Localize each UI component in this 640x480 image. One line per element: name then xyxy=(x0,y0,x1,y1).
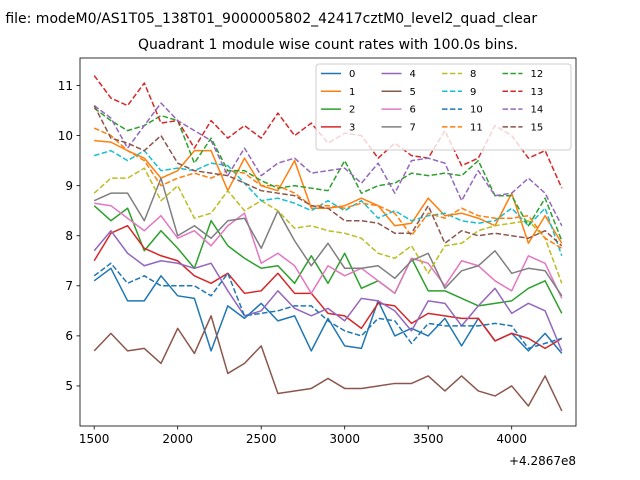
legend-label-12: 12 xyxy=(531,69,544,80)
legend-label-13: 13 xyxy=(531,87,544,98)
legend-label-14: 14 xyxy=(531,105,544,116)
series-line-11 xyxy=(93,127,563,249)
series-line-14 xyxy=(93,102,563,227)
legend-label-9: 9 xyxy=(470,87,476,98)
legend-label-3: 3 xyxy=(349,123,355,134)
legend-label-7: 7 xyxy=(410,123,416,134)
y-tick-label-11: 11 xyxy=(58,79,73,93)
series-line-6 xyxy=(94,202,563,299)
series-group xyxy=(93,75,563,412)
series-line-2 xyxy=(93,205,563,314)
x-tick-label-1500: 1500 xyxy=(79,432,110,446)
legend-label-15: 15 xyxy=(531,123,544,134)
figure-suptitle: n file: modeM0/AS1T05_138T01_9000005802_… xyxy=(0,11,537,27)
legend-label-6: 6 xyxy=(410,105,416,116)
x-offset-label: +4.2867e8 xyxy=(509,454,576,468)
legend-label-2: 2 xyxy=(349,105,355,116)
series-line-12 xyxy=(93,107,563,242)
series-line-10 xyxy=(93,262,563,350)
y-tick-label-9: 9 xyxy=(65,179,73,193)
y-tick-label-6: 6 xyxy=(65,329,73,343)
x-tick-label-4000: 4000 xyxy=(496,432,527,446)
chart-title: Quadrant 1 module wise count rates with … xyxy=(138,37,518,53)
legend-label-10: 10 xyxy=(470,105,483,116)
y-tick-label-5: 5 xyxy=(65,379,73,393)
legend-label-4: 4 xyxy=(410,69,416,80)
legend-box xyxy=(315,63,572,151)
series-line-9 xyxy=(93,149,563,257)
legend-label-5: 5 xyxy=(410,87,416,98)
x-tick-label-3500: 3500 xyxy=(413,432,444,446)
legend-label-8: 8 xyxy=(470,69,476,80)
legend-label-0: 0 xyxy=(349,69,355,80)
y-tick-label-10: 10 xyxy=(58,129,73,143)
series-line-7 xyxy=(93,177,563,297)
y-tick-label-8: 8 xyxy=(65,229,73,243)
x-tick-label-2500: 2500 xyxy=(246,432,277,446)
x-tick-label-2000: 2000 xyxy=(162,432,193,446)
series-line-15 xyxy=(93,105,563,247)
legend-label-11: 11 xyxy=(470,123,483,134)
legend-label-1: 1 xyxy=(349,87,355,98)
series-line-3 xyxy=(93,224,563,350)
y-tick-label-7: 7 xyxy=(65,279,73,293)
series-line-8 xyxy=(93,167,563,284)
axes-layer: 1500 2000 2500 3000 3500 4000567891011+4.2867… xyxy=(58,57,577,468)
series-line-5 xyxy=(93,315,563,412)
series-line-4 xyxy=(93,229,563,352)
axes-frame xyxy=(79,57,577,427)
x-tick-label-3000: 3000 xyxy=(329,432,360,446)
plot-layer xyxy=(93,75,563,412)
